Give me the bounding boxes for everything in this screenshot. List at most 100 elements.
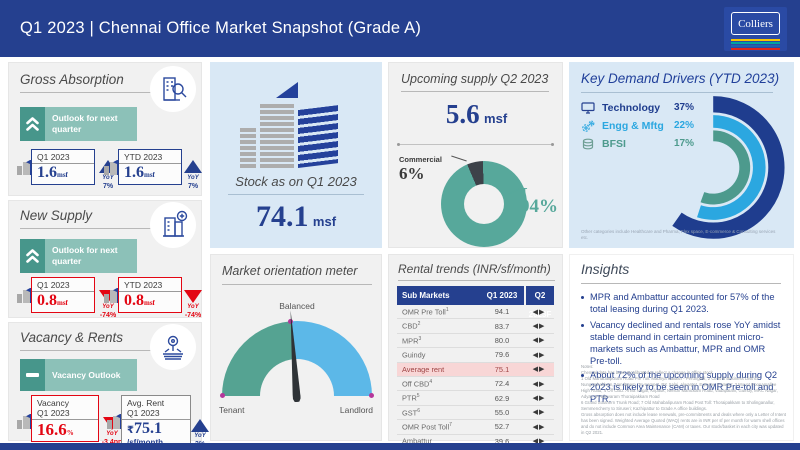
key-demand-footnote: Other categories include Healthcare and … bbox=[581, 229, 776, 241]
double-chevron-up-icon bbox=[20, 239, 45, 273]
building-magnifier-icon bbox=[150, 66, 196, 112]
divider bbox=[228, 194, 364, 195]
outlook-label: Outlook for next quarter bbox=[45, 107, 137, 141]
ytd-gross-absorption-stat: YTD 2023 1.6msf YoY 7% bbox=[104, 149, 202, 190]
insight-bullet: Vacancy declined and rentals rose YoY am… bbox=[581, 319, 785, 367]
stable-forecast-icon: ◀▶ bbox=[532, 307, 546, 316]
gross-absorption-panel: Gross Absorption Outlook for next quarte… bbox=[8, 62, 202, 196]
insight-bullet: About 72% of the upcoming supply during … bbox=[581, 369, 785, 405]
landlord-label: Landlord bbox=[339, 405, 373, 415]
table-row: Ambattur 39.6 ◀▶ bbox=[397, 435, 554, 448]
upcoming-supply-value: 5.6 msf bbox=[445, 99, 508, 129]
monitor-icon bbox=[581, 102, 595, 114]
new-supply-panel: New Supply Outlook for next quarter bbox=[8, 200, 202, 319]
outlook-badge: Outlook for next quarter bbox=[20, 107, 137, 141]
dotted-divider bbox=[397, 143, 554, 146]
stable-forecast-icon: ◀▶ bbox=[532, 322, 546, 331]
stable-forecast-icon: ◀▶ bbox=[532, 394, 546, 403]
engg-mftg-share: 22% bbox=[674, 120, 695, 131]
up-arrow-icon bbox=[191, 419, 209, 432]
colliers-logo-stripes bbox=[731, 39, 780, 50]
insights-panel: Insights MPR and Ambattur accounted for … bbox=[569, 254, 794, 441]
table-header: Sub Markets Q1 2023 Q2 2023F bbox=[397, 286, 554, 319]
table-row: Off CBD4 72.4 ◀▶ bbox=[397, 377, 554, 392]
stat-label: YTD 2023 bbox=[124, 280, 163, 290]
up-arrow-icon bbox=[184, 160, 202, 173]
table-row: OMR Pre Toll1 94.1 ◀▶ bbox=[397, 305, 554, 320]
new-supply-title: New Supply bbox=[20, 208, 93, 223]
buildings-icon bbox=[240, 82, 355, 168]
commercial-slice-label: Commercial 6% bbox=[399, 155, 442, 183]
gears-icon bbox=[582, 120, 595, 132]
divider bbox=[581, 92, 773, 93]
table-row: CBD2 83.7 ◀▶ bbox=[397, 319, 554, 334]
divider bbox=[20, 350, 170, 351]
divider bbox=[581, 283, 781, 284]
technology-share: 37% bbox=[674, 102, 695, 113]
rental-table: Sub Markets Q1 2023 Q2 2023F OMR Pre Tol… bbox=[397, 286, 554, 448]
building-plus-icon bbox=[150, 202, 196, 248]
it-slice-label: IT 94% bbox=[520, 187, 558, 217]
ytd-new-supply-stat: YTD 2023 0.8msf YoY -74% bbox=[104, 277, 202, 319]
vacancy-outlook-badge: Vacancy Outlook bbox=[20, 359, 137, 391]
table-row: GST6 55.0 ◀▶ bbox=[397, 406, 554, 421]
stable-forecast-icon: ◀▶ bbox=[532, 336, 546, 345]
stat-label: YTD 2023 bbox=[124, 152, 163, 162]
tenant-label: Tenant bbox=[219, 405, 245, 415]
gauge-dot bbox=[369, 393, 374, 398]
rental-trends-title: Rental trends (INR/sf/month) bbox=[398, 262, 551, 276]
stat-label: Q1 2023 bbox=[37, 280, 70, 290]
demand-arcs-chart bbox=[672, 96, 785, 239]
stat-label: Vacancy Q1 2023 bbox=[37, 398, 70, 419]
double-chevron-up-icon bbox=[20, 107, 45, 141]
divider bbox=[222, 284, 372, 285]
q1-gross-absorption-stat: Q1 2023 1.6msf YoY 7% bbox=[17, 149, 117, 190]
vacancy-stat: Vacancy Q1 2023 16.6% YoY -3.4pp bbox=[17, 395, 122, 446]
bfsi-share: 17% bbox=[674, 138, 695, 149]
table-row: OMR Post Toll7 52.7 ◀▶ bbox=[397, 420, 554, 435]
divider bbox=[20, 92, 170, 93]
stable-forecast-icon: ◀▶ bbox=[532, 437, 546, 446]
divider bbox=[20, 228, 170, 229]
stable-forecast-icon: ◀▶ bbox=[532, 365, 546, 374]
divider bbox=[401, 91, 549, 92]
table-row: Guindy 79.6 ◀▶ bbox=[397, 348, 554, 363]
stat-label: Avg. Rent Q1 2023 bbox=[127, 398, 165, 419]
vacancy-rents-title: Vacancy & Rents bbox=[20, 330, 124, 345]
stable-forecast-icon: ◀▶ bbox=[532, 379, 546, 388]
rental-trends-panel: Rental trends (INR/sf/month) Sub Markets… bbox=[388, 254, 563, 446]
insights-title: Insights bbox=[581, 261, 630, 277]
key-demand-panel: Key Demand Drivers (YTD 2023) Technology… bbox=[569, 62, 794, 248]
page-title: Q1 2023 | Chennai Office Market Snapshot… bbox=[20, 19, 422, 37]
vacancy-rents-panel: Vacancy & Rents Vacancy Outlook Vacancy Q… bbox=[8, 322, 209, 450]
header-bar: Q1 2023 | Chennai Office Market Snapshot… bbox=[0, 0, 800, 57]
footnotes: Notes: Chennai data has been recalibrate… bbox=[581, 363, 786, 435]
balanced-label: Balanced bbox=[279, 301, 315, 311]
demand-item-technology: Technology bbox=[581, 100, 660, 116]
orientation-gauge bbox=[220, 321, 374, 398]
table-row: PTR5 62.9 ◀▶ bbox=[397, 391, 554, 406]
colliers-wordmark: Colliers bbox=[731, 12, 780, 35]
stock-panel: Stock as on Q1 2023 74.1 msf bbox=[210, 62, 382, 248]
outlook-badge: Outlook for next quarter bbox=[20, 239, 137, 273]
stable-forecast-icon: ◀▶ bbox=[532, 422, 546, 431]
supply-mix-donut-chart bbox=[441, 161, 527, 247]
minus-icon bbox=[20, 359, 45, 391]
outlook-label: Vacancy Outlook bbox=[45, 359, 137, 391]
stable-forecast-icon: ◀▶ bbox=[532, 408, 546, 417]
outlook-label: Outlook for next quarter bbox=[45, 239, 137, 273]
table-row: MPR3 80.0 ◀▶ bbox=[397, 334, 554, 349]
stock-title: Stock as on Q1 2023 bbox=[235, 174, 357, 189]
label-connector bbox=[451, 155, 467, 162]
gross-absorption-title: Gross Absorption bbox=[20, 72, 124, 87]
demand-item-bfsi: BFSI bbox=[581, 136, 626, 152]
key-demand-title: Key Demand Drivers (YTD 2023) bbox=[581, 71, 780, 86]
map-pin-icon bbox=[150, 324, 196, 370]
stat-label: Q1 2023 bbox=[37, 152, 70, 162]
demand-item-engg-mftg: Engg & Mftg bbox=[581, 118, 664, 134]
down-arrow-icon bbox=[184, 290, 202, 303]
market-meter-panel: Market orientation meter Balanced Tenant… bbox=[210, 254, 382, 441]
gauge-dot bbox=[220, 393, 225, 398]
